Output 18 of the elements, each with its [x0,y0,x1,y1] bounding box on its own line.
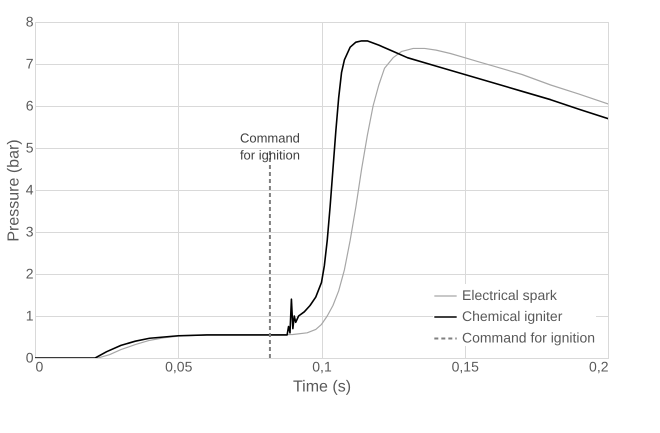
y-tick-label: 7 [26,56,34,72]
x-tick-label: 0,1 [312,358,332,374]
legend-label: Electrical spark [462,287,558,303]
y-tick-label: 2 [26,266,34,282]
ref-line-label: Command for ignition [240,130,300,163]
y-tick-label: 4 [26,182,34,198]
x-tick-label: 0,2 [589,358,609,374]
y-axis-title: Pressure (bar) [6,139,23,242]
x-tick-label: 0,15 [452,358,480,374]
legend-label: Chemical igniter [462,308,563,324]
y-tick-label: 3 [26,224,34,240]
y-tick-label: 1 [26,308,34,324]
y-tick-label: 5 [26,140,34,156]
y-tick-label: 8 [26,14,34,30]
y-tick-label: 6 [26,98,34,114]
x-axis-title: Time (s) [292,378,352,396]
x-tick-label: 0,05 [165,358,193,374]
text: Command for ignition [462,330,596,346]
